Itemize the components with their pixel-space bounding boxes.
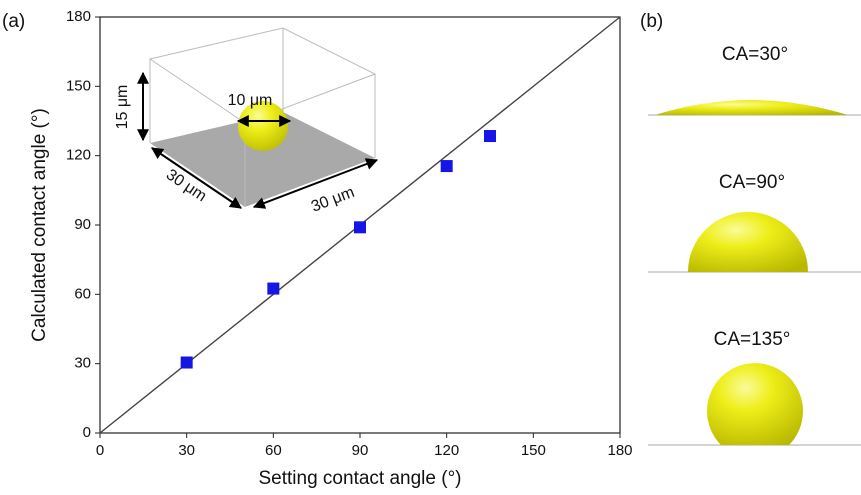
x-tick-label: 90 [352,442,369,459]
y-tick-label: 0 [83,424,91,441]
droplet [688,212,808,272]
box-frame [148,27,377,207]
x-tick-label: 60 [265,442,282,459]
dimension-arrows [137,71,379,209]
y-tick-label: 30 [74,355,91,372]
point [440,160,453,173]
droplet [655,100,848,115]
point [354,221,366,234]
x-tick-label: 0 [96,442,104,459]
inset-label: 10 μm [228,92,273,109]
panel-b: CA=30° CA=90° CA=135° [648,44,861,446]
x-tick-label: 180 [607,442,632,459]
y-tick-label: 120 [66,147,91,164]
point [484,130,496,143]
point [267,282,280,295]
y-tick-label: 180 [66,8,91,25]
x-tick-label: 30 [178,442,195,459]
y-tick-label: 60 [74,285,91,302]
x-tick-label: 150 [521,442,546,459]
y-tick-label: 90 [74,216,91,233]
inset-label: 15 μm [114,85,131,130]
point [180,356,193,369]
droplet-label: CA=30° [722,44,788,65]
droplet [707,363,803,445]
inset: 15 μm 10 μm 30 μm 30 μm [114,27,379,216]
x-tick-label: 120 [434,442,459,459]
x-axis-label: Setting contact angle (°) [259,468,462,489]
inset-label: 30 μm [309,184,357,216]
panel-label: (a) [2,11,25,32]
y-axis-label: Calculated contact angle (°) [29,108,50,342]
droplet-label: CA=135° [714,329,791,350]
y-tick-label: 150 [66,77,91,94]
panel-label: (b) [640,11,663,32]
droplet-label: CA=90° [719,172,785,193]
